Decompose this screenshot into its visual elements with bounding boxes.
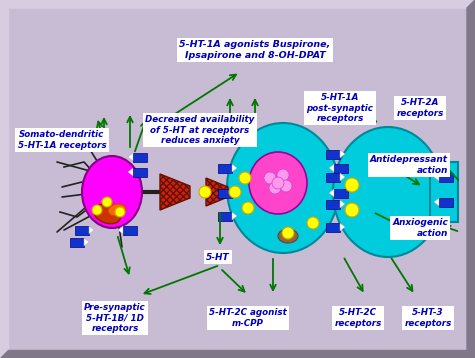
FancyBboxPatch shape — [218, 189, 232, 198]
FancyBboxPatch shape — [439, 198, 453, 207]
Polygon shape — [340, 200, 345, 208]
Text: Decreased availability
of 5-HT at receptors
reduces anxiety: Decreased availability of 5-HT at recept… — [145, 115, 255, 145]
Polygon shape — [84, 238, 89, 246]
FancyBboxPatch shape — [123, 226, 137, 234]
FancyBboxPatch shape — [218, 164, 232, 173]
Circle shape — [199, 186, 211, 198]
Text: 5-HT-2C agonist
m-CPP: 5-HT-2C agonist m-CPP — [209, 308, 287, 328]
FancyBboxPatch shape — [70, 237, 84, 247]
Text: Anxiogenic
action: Anxiogenic action — [392, 218, 448, 238]
Ellipse shape — [278, 229, 298, 243]
FancyBboxPatch shape — [334, 164, 348, 173]
Circle shape — [242, 202, 254, 214]
Ellipse shape — [249, 152, 307, 214]
Text: 5-HT-1A agonists Buspirone,
Ipsapirone and 8-OH-DPAT: 5-HT-1A agonists Buspirone, Ipsapirone a… — [180, 40, 331, 60]
Text: Antidepressant
action: Antidepressant action — [370, 155, 448, 175]
Text: 5-HT-3
receptors: 5-HT-3 receptors — [404, 308, 452, 328]
FancyBboxPatch shape — [334, 189, 348, 198]
Circle shape — [264, 172, 276, 184]
Polygon shape — [329, 164, 334, 172]
Polygon shape — [340, 223, 345, 231]
Polygon shape — [232, 189, 237, 197]
FancyBboxPatch shape — [218, 212, 232, 221]
Polygon shape — [232, 164, 237, 172]
Ellipse shape — [82, 156, 142, 228]
Ellipse shape — [227, 123, 339, 253]
Circle shape — [307, 217, 319, 229]
Ellipse shape — [108, 204, 126, 216]
FancyBboxPatch shape — [326, 173, 340, 182]
Circle shape — [102, 197, 112, 207]
Circle shape — [92, 205, 102, 215]
Text: 5-HT: 5-HT — [206, 252, 230, 261]
Polygon shape — [434, 173, 439, 181]
Polygon shape — [89, 226, 94, 234]
Text: 5-HT-2C
receptors: 5-HT-2C receptors — [334, 308, 382, 328]
Polygon shape — [206, 178, 228, 206]
Polygon shape — [128, 168, 133, 176]
Circle shape — [269, 182, 281, 194]
Polygon shape — [467, 0, 475, 358]
Polygon shape — [128, 153, 133, 161]
Circle shape — [115, 207, 125, 217]
Polygon shape — [118, 226, 123, 234]
FancyBboxPatch shape — [326, 223, 340, 232]
Polygon shape — [232, 212, 237, 220]
Text: Pre-synaptic
5-HT-1B/ 1D
receptors: Pre-synaptic 5-HT-1B/ 1D receptors — [84, 303, 146, 333]
Circle shape — [280, 180, 292, 192]
Circle shape — [277, 169, 289, 181]
FancyBboxPatch shape — [75, 226, 89, 234]
Circle shape — [229, 186, 241, 198]
Polygon shape — [329, 189, 334, 197]
Circle shape — [345, 203, 359, 217]
Polygon shape — [340, 150, 345, 158]
FancyBboxPatch shape — [8, 8, 467, 350]
Polygon shape — [0, 0, 8, 358]
Polygon shape — [340, 173, 345, 181]
Circle shape — [239, 172, 251, 184]
Text: 5-HT-1A
post-synaptic
receptors: 5-HT-1A post-synaptic receptors — [306, 93, 373, 123]
FancyBboxPatch shape — [133, 153, 147, 161]
Polygon shape — [160, 174, 190, 210]
Circle shape — [282, 227, 294, 239]
FancyBboxPatch shape — [133, 168, 147, 176]
Circle shape — [272, 177, 284, 189]
Circle shape — [345, 178, 359, 192]
Text: 5-HT-2A
receptors: 5-HT-2A receptors — [396, 98, 444, 118]
FancyBboxPatch shape — [326, 199, 340, 208]
Polygon shape — [0, 0, 475, 8]
Polygon shape — [434, 198, 439, 206]
FancyBboxPatch shape — [439, 173, 453, 182]
FancyBboxPatch shape — [326, 150, 340, 159]
FancyBboxPatch shape — [430, 162, 458, 222]
Ellipse shape — [333, 127, 443, 257]
Polygon shape — [0, 350, 475, 358]
Ellipse shape — [94, 204, 121, 224]
Text: Somato-dendritic
5-HT-1A receptors: Somato-dendritic 5-HT-1A receptors — [18, 130, 106, 150]
